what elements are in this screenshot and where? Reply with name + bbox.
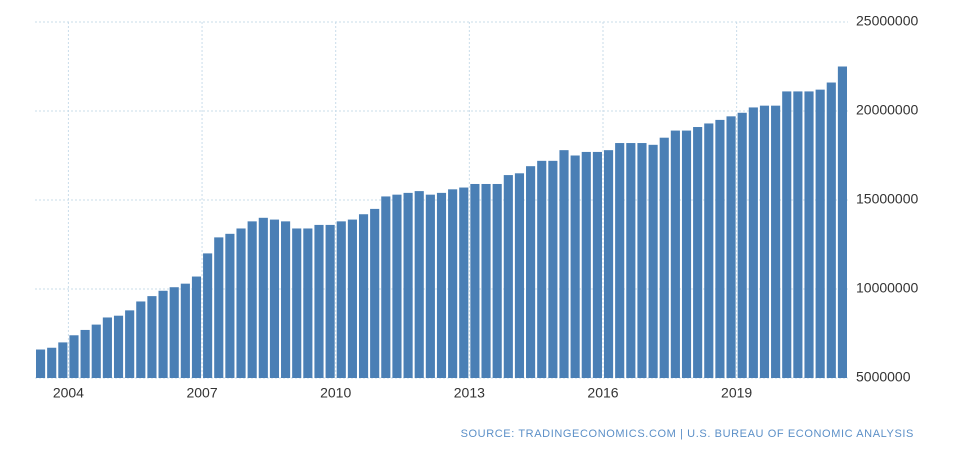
bar xyxy=(548,160,558,378)
bar xyxy=(503,175,513,378)
x-tick-label: 2010 xyxy=(320,385,351,401)
bar xyxy=(58,342,68,378)
bar xyxy=(603,150,614,378)
bar xyxy=(69,335,79,378)
bar xyxy=(214,237,224,378)
bar xyxy=(425,194,435,378)
bar xyxy=(592,151,602,378)
bar xyxy=(681,130,692,378)
bar xyxy=(659,137,669,378)
bar xyxy=(336,221,346,378)
bar xyxy=(670,130,680,378)
bar xyxy=(704,123,714,379)
bar xyxy=(91,324,101,378)
bar xyxy=(36,349,46,378)
bar xyxy=(392,194,402,378)
bar xyxy=(481,183,491,378)
bar xyxy=(804,91,814,379)
bar xyxy=(281,221,291,378)
bar xyxy=(581,151,591,378)
bar xyxy=(837,66,847,378)
bar xyxy=(125,310,135,378)
bar xyxy=(492,183,502,378)
bar xyxy=(570,155,580,378)
bar xyxy=(102,317,112,378)
bar xyxy=(648,144,658,378)
bar xyxy=(269,219,280,378)
bar xyxy=(381,196,391,378)
bar xyxy=(526,166,536,378)
bar xyxy=(247,221,257,378)
bar xyxy=(459,187,469,378)
bar xyxy=(782,91,792,379)
bar xyxy=(748,107,758,378)
y-tick-label: 5000000 xyxy=(856,369,911,385)
bar xyxy=(370,208,380,378)
bar xyxy=(514,173,525,378)
bar xyxy=(615,143,625,378)
bar xyxy=(448,189,458,378)
bar xyxy=(325,224,335,378)
bar xyxy=(358,214,369,378)
y-tick-label: 20000000 xyxy=(856,102,919,118)
bar xyxy=(180,283,190,378)
bar xyxy=(815,89,825,378)
x-tick-label: 2013 xyxy=(454,385,485,401)
bar xyxy=(347,219,357,378)
bar xyxy=(470,183,480,378)
bar xyxy=(158,290,168,378)
bar xyxy=(236,228,246,378)
bar xyxy=(414,191,424,378)
y-tick-label: 10000000 xyxy=(856,280,919,296)
bar xyxy=(314,224,324,378)
bar xyxy=(136,301,146,378)
bar xyxy=(759,105,770,378)
bar xyxy=(403,192,413,378)
bar xyxy=(113,315,124,378)
y-tick-label: 25000000 xyxy=(856,13,919,29)
bar xyxy=(191,276,202,378)
x-tick-label: 2004 xyxy=(53,385,84,401)
x-tick-label: 2007 xyxy=(186,385,217,401)
bar xyxy=(726,116,736,378)
bar xyxy=(626,143,636,378)
bar xyxy=(537,160,547,378)
bar xyxy=(826,82,836,379)
source-note: SOURCE: TRADINGECONOMICS.COM | U.S. BURE… xyxy=(461,428,914,440)
bar xyxy=(258,217,268,378)
y-tick-label: 15000000 xyxy=(856,191,919,207)
bar xyxy=(793,91,803,379)
bar xyxy=(303,228,313,378)
x-tick-label: 2016 xyxy=(587,385,618,401)
bar xyxy=(436,192,447,378)
bar xyxy=(693,127,703,379)
bar xyxy=(147,296,157,378)
bar xyxy=(203,253,213,378)
bar xyxy=(637,143,647,378)
bar xyxy=(47,347,57,378)
bar xyxy=(737,112,747,378)
bar xyxy=(80,329,90,378)
x-tick-label: 2019 xyxy=(721,385,752,401)
bar xyxy=(169,287,179,378)
bar xyxy=(559,150,569,378)
bar xyxy=(292,228,302,378)
bar xyxy=(771,105,781,378)
bar xyxy=(225,233,235,378)
bar xyxy=(715,119,725,379)
